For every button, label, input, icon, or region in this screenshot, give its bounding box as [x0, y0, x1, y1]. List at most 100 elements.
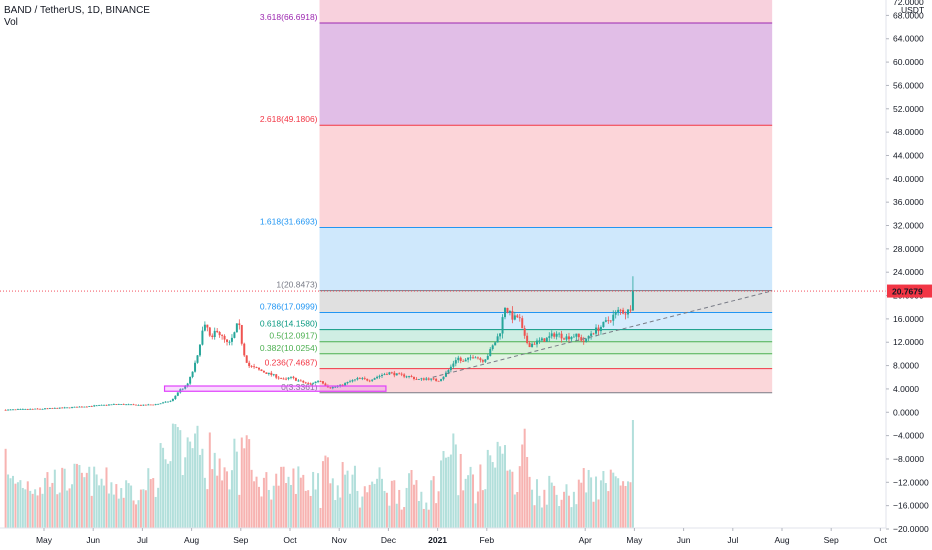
candle-body: [272, 374, 275, 376]
candle-body: [464, 359, 467, 362]
volume-bar: [201, 448, 204, 528]
candle-body: [186, 383, 189, 387]
volume-bar: [464, 478, 467, 528]
candle-body: [120, 404, 123, 405]
volume-bars: [4, 420, 634, 528]
volume-bar: [152, 478, 155, 528]
volume-bar: [304, 490, 307, 528]
candle-body: [103, 404, 106, 406]
volume-bar: [331, 478, 334, 528]
volume-bar: [275, 473, 278, 528]
price-axis[interactable]: 68.0000 64.0000 60.0000 56.0000 52.0000 48.00…: [885, 0, 932, 534]
volume-bar: [351, 474, 354, 528]
candle-body: [240, 325, 243, 344]
volume-bar: [344, 474, 347, 528]
volume-bar: [56, 494, 59, 528]
time-axis[interactable]: May Jun Jul Aug Sep Oct Nov Dec 2021 Feb Apr May Jun…: [0, 527, 888, 545]
candle-body: [275, 374, 278, 378]
candle-body: [294, 377, 297, 381]
volume-bar: [558, 506, 561, 528]
volume-bar: [258, 486, 261, 528]
candle-body: [12, 409, 15, 411]
volume-bar: [29, 490, 32, 528]
candle-body: [157, 403, 160, 405]
candle-body: [31, 408, 34, 410]
candle-body: [491, 345, 494, 350]
price-tick-label: 44.0000: [893, 150, 924, 160]
candle-body: [61, 407, 64, 409]
volume-bar: [90, 495, 93, 528]
volume-bar: [582, 468, 585, 528]
candle-body: [63, 407, 66, 409]
candle-body: [607, 320, 610, 322]
candle-body: [398, 373, 401, 375]
volume-bar: [297, 466, 300, 528]
candle-body: [425, 378, 428, 380]
volume-bar: [265, 472, 268, 528]
volume-bar: [226, 471, 229, 528]
candle-body: [4, 409, 7, 411]
volume-bar: [149, 479, 152, 528]
candle-body: [51, 408, 54, 409]
volume-bar: [481, 490, 484, 528]
candle-body: [494, 342, 497, 346]
volume-bar: [420, 491, 423, 528]
support-box[interactable]: [163, 385, 387, 392]
volume-bar: [326, 457, 329, 528]
volume-bar: [528, 476, 531, 528]
volume-bar: [361, 496, 364, 528]
volume-bar: [425, 502, 428, 528]
candle-body: [553, 333, 556, 337]
candle-body: [351, 380, 354, 382]
candle-body: [317, 381, 320, 382]
volume-bar: [66, 490, 69, 528]
candle-body: [189, 376, 192, 384]
volume-bar: [614, 476, 617, 528]
candle-body: [255, 367, 258, 368]
volume-bar: [312, 471, 315, 528]
candle-body: [250, 366, 253, 367]
volume-bar: [336, 485, 339, 528]
candle-body: [408, 376, 411, 377]
candle-body: [307, 383, 310, 384]
volume-bar: [442, 451, 445, 528]
price-tick-label: −4.0000: [893, 431, 924, 441]
price-tick-label: 48.0000: [893, 127, 924, 137]
fib-label-0: 0(3.3361): [281, 382, 318, 392]
candle-body: [550, 333, 553, 337]
volume-bar: [595, 476, 598, 528]
volume-bar: [181, 475, 184, 528]
volume-bar: [388, 505, 391, 528]
fib-retracement[interactable]: 3.618(66.6918) 2.618(49.1806) 1.618(31.669…: [260, 0, 773, 394]
candle-body: [43, 408, 46, 410]
candle-body: [476, 357, 479, 359]
candle-body: [452, 363, 455, 367]
volume-bar: [341, 462, 344, 528]
volume-bar: [454, 444, 457, 528]
volume-bar: [580, 482, 583, 528]
volume-bar: [7, 474, 10, 528]
candle-body: [107, 404, 110, 406]
candle-body: [98, 405, 101, 406]
candle-body: [334, 386, 337, 388]
candle-body: [417, 379, 420, 380]
volume-bar: [277, 485, 280, 528]
candle-body: [36, 408, 39, 410]
volume-bar: [604, 483, 607, 528]
candle-body: [149, 404, 152, 406]
price-top-label: 72.0000: [893, 0, 924, 7]
volume-bar: [622, 481, 625, 528]
candle-body: [560, 333, 563, 339]
candle-body: [68, 407, 71, 409]
volume-bar: [243, 448, 246, 528]
trend-line[interactable]: [432, 290, 773, 378]
candle-body: [270, 372, 273, 375]
volume-bar: [526, 456, 529, 528]
candle-body: [289, 376, 292, 378]
volume-bar: [373, 483, 376, 528]
volume-bar: [585, 492, 588, 528]
volume-bar: [127, 483, 130, 528]
volume-bar: [100, 478, 103, 528]
volume-bar: [88, 466, 91, 528]
